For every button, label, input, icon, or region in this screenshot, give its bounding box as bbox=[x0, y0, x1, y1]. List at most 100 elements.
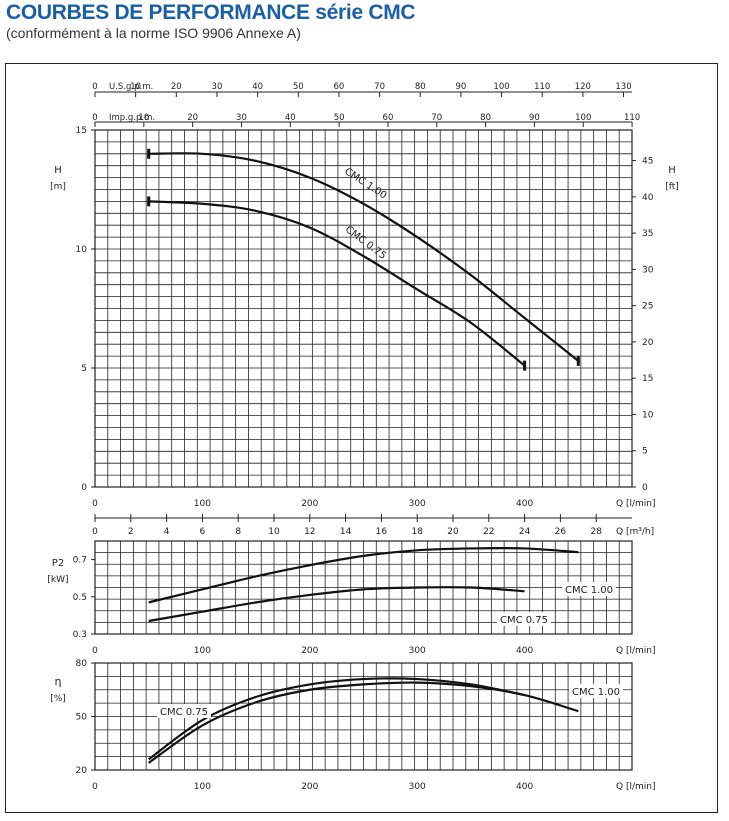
usgpm-tick-label: 100 bbox=[493, 82, 509, 92]
head-y-label: H bbox=[54, 165, 62, 176]
efficiency-x-tick-label: 400 bbox=[516, 782, 533, 792]
power-x-tick-label: 400 bbox=[516, 646, 533, 656]
usgpm-tick-label: 110 bbox=[534, 82, 550, 92]
head-y2-tick-label: 30 bbox=[642, 265, 654, 275]
efficiency-x-tick-label: 100 bbox=[194, 782, 211, 792]
efficiency-y-tick-label: 80 bbox=[76, 659, 88, 669]
usgpm-tick-label: 20 bbox=[171, 82, 182, 92]
power-series-cmc-0-75 bbox=[148, 586, 525, 623]
power-plot-border bbox=[94, 540, 633, 635]
head-y2-tick-label: 15 bbox=[642, 374, 653, 384]
usgpm-tick-label: 70 bbox=[374, 82, 385, 92]
m3h-tick-label: 26 bbox=[555, 527, 567, 537]
head-x-label: Q [l/min] bbox=[616, 499, 655, 509]
usgpm-tick-label: 40 bbox=[252, 82, 263, 92]
usgpm-axis-label: U.S.g.p.m. bbox=[109, 82, 153, 92]
m3h-tick-label: 16 bbox=[376, 527, 388, 537]
impgpm-tick-label: 40 bbox=[285, 113, 296, 123]
impgpm-tick-label: 80 bbox=[480, 113, 491, 123]
impgpm-tick-label: 60 bbox=[383, 113, 394, 123]
m3h-tick-label: 28 bbox=[590, 527, 602, 537]
header: COURBES DE PERFORMANCE série CMC (confor… bbox=[6, 0, 416, 41]
head-x-tick-label: 400 bbox=[516, 499, 533, 509]
head-y2-unit: [ft] bbox=[665, 182, 679, 192]
power-x-tick-label: 0 bbox=[92, 646, 98, 656]
head-series-start-marker bbox=[147, 196, 151, 207]
power-y-tick-label: 0.7 bbox=[73, 556, 87, 566]
efficiency-x-tick-label: 300 bbox=[409, 782, 426, 792]
chart-frame bbox=[5, 63, 718, 813]
m3h-tick-label: 10 bbox=[268, 527, 280, 537]
usgpm-tick-label: 30 bbox=[212, 82, 223, 92]
head-y2-tick-label: 5 bbox=[642, 447, 648, 457]
power-x-tick-label: 100 bbox=[194, 646, 211, 656]
head-x-tick-label: 300 bbox=[409, 499, 426, 509]
impgpm-tick-label: 0 bbox=[92, 113, 97, 123]
impgpm-tick-label: 10 bbox=[138, 113, 149, 123]
m3h-tick-label: 24 bbox=[519, 527, 531, 537]
efficiency-x-label: Q [l/min] bbox=[616, 782, 655, 792]
efficiency-x-tick-label: 0 bbox=[92, 782, 98, 792]
power-x-tick-label: 300 bbox=[409, 646, 426, 656]
head-y2-tick-label: 20 bbox=[642, 338, 654, 348]
m3h-tick-label: 18 bbox=[411, 527, 423, 537]
power-label-bg bbox=[497, 612, 551, 626]
power-x-tick-label: 200 bbox=[301, 646, 318, 656]
head-y-unit: [m] bbox=[50, 182, 66, 192]
head-series-end-marker bbox=[576, 355, 580, 366]
impgpm-tick-label: 90 bbox=[529, 113, 540, 123]
efficiency-y-unit: [%] bbox=[50, 694, 66, 704]
power-series-label-cmc-0-75: CMC 0.75 bbox=[500, 615, 548, 626]
impgpm-axis-label: Imp.g.p.m. bbox=[109, 113, 155, 123]
usgpm-tick-label: 60 bbox=[334, 82, 345, 92]
impgpm-tick-label: 100 bbox=[575, 113, 591, 123]
impgpm-tick-label: 20 bbox=[187, 113, 198, 123]
head-series-cmc-0-75 bbox=[148, 200, 526, 367]
efficiency-y-tick-label: 20 bbox=[76, 766, 88, 776]
impgpm-tick-label: 30 bbox=[236, 113, 247, 123]
m3h-tick-label: 14 bbox=[340, 527, 352, 537]
head-y-tick-label: 5 bbox=[81, 364, 87, 374]
impgpm-tick-label: 50 bbox=[334, 113, 345, 123]
impgpm-tick-label: 110 bbox=[624, 113, 640, 123]
head-y2-tick-label: 25 bbox=[642, 302, 653, 312]
efficiency-series-cmc-0-75 bbox=[148, 677, 525, 761]
head-x-tick-label: 200 bbox=[301, 499, 318, 509]
usgpm-tick-label: 80 bbox=[415, 82, 426, 92]
efficiency-series-label-cmc-1-00: CMC 1.00 bbox=[572, 687, 620, 698]
usgpm-tick-label: 90 bbox=[455, 82, 466, 92]
m3h-tick-label: 2 bbox=[128, 527, 134, 537]
efficiency-y-tick-label: 50 bbox=[76, 713, 88, 723]
power-y-tick-label: 0.5 bbox=[73, 593, 87, 603]
head-y2-tick-label: 35 bbox=[642, 229, 653, 239]
head-y-tick-label: 0 bbox=[81, 483, 87, 493]
impgpm-tick-label: 70 bbox=[431, 113, 442, 123]
m3h-tick-label: 12 bbox=[304, 527, 315, 537]
head-x-tick-label: 100 bbox=[194, 499, 211, 509]
usgpm-tick-label: 10 bbox=[130, 82, 141, 92]
efficiency-label-bg bbox=[569, 684, 623, 698]
power-x-label: Q [l/min] bbox=[616, 646, 655, 656]
head-y2-label: H bbox=[668, 165, 676, 176]
head-y2-tick-label: 0 bbox=[642, 483, 648, 493]
efficiency-label-bg bbox=[157, 704, 211, 718]
usgpm-tick-label: 50 bbox=[293, 82, 304, 92]
efficiency-series-label-cmc-0-75: CMC 0.75 bbox=[160, 707, 208, 718]
m3h-tick-label: 22 bbox=[483, 527, 494, 537]
head-series-cmc-1-00 bbox=[148, 152, 579, 362]
head-y-tick-label: 15 bbox=[76, 126, 87, 136]
power-label-bg bbox=[562, 582, 616, 596]
power-y-label: P2 bbox=[52, 558, 64, 569]
usgpm-tick-label: 0 bbox=[92, 82, 97, 92]
m3h-tick-label: 6 bbox=[200, 527, 206, 537]
page-subtitle: (conformément à la norme ISO 9906 Annexe… bbox=[6, 25, 301, 41]
head-series-end-marker bbox=[523, 360, 527, 371]
usgpm-tick-label: 130 bbox=[615, 82, 631, 92]
power-y-unit: [kW] bbox=[47, 575, 68, 585]
power-series-cmc-1-00 bbox=[148, 546, 579, 604]
efficiency-x-tick-label: 200 bbox=[301, 782, 318, 792]
head-x-tick-label: 0 bbox=[92, 499, 98, 509]
head-plot-border bbox=[94, 129, 633, 488]
head-y-tick-label: 10 bbox=[76, 245, 88, 255]
